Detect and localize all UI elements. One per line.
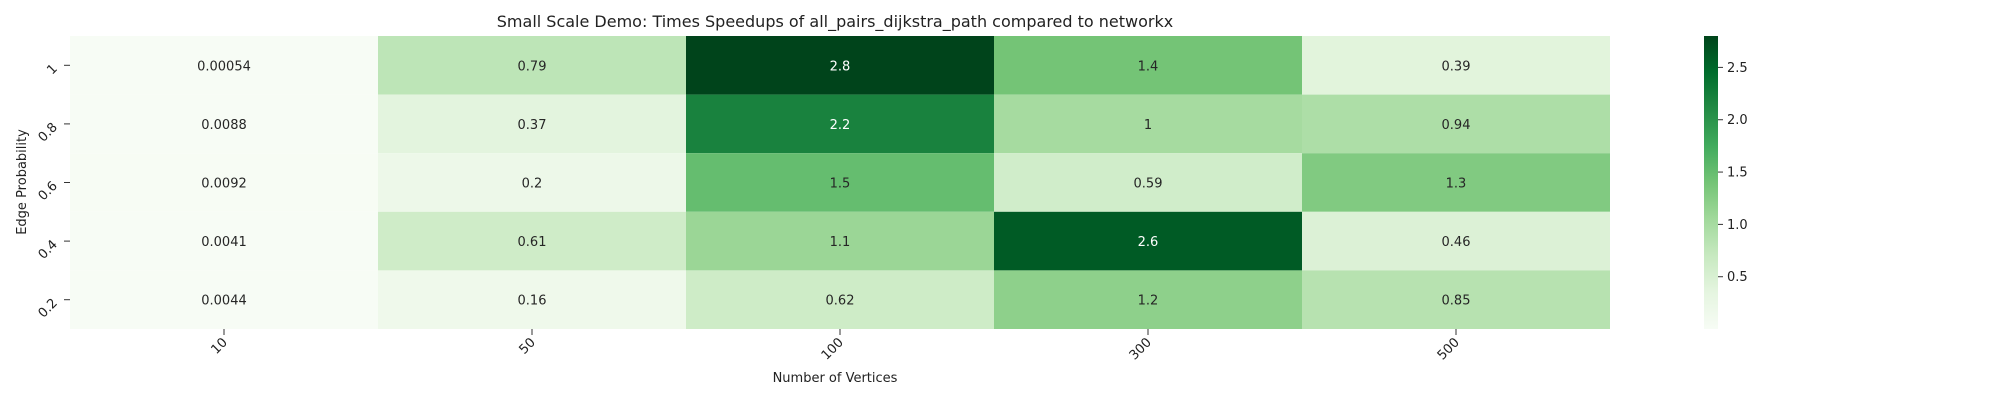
x-tick-label: 300 bbox=[1127, 335, 1155, 363]
heatmap-cell bbox=[70, 270, 378, 329]
cell-value-label: 1.2 bbox=[1138, 294, 1159, 309]
cell-value-label: 0.39 bbox=[1442, 59, 1471, 74]
cell-value-label: 0.61 bbox=[518, 235, 547, 250]
cell-value-label: 0.2 bbox=[522, 177, 543, 192]
x-tick-labels: 10 50 100 300 500 bbox=[209, 329, 1463, 363]
cell-value-label: 0.37 bbox=[518, 118, 547, 133]
heatmap-cell bbox=[686, 153, 994, 212]
heatmap-cell bbox=[1302, 36, 1610, 95]
heatmap-cell bbox=[686, 270, 994, 329]
cell-value-label: 0.79 bbox=[518, 59, 547, 74]
cell-value-label: 1.4 bbox=[1138, 59, 1159, 74]
heatmap-cell bbox=[378, 211, 686, 271]
heatmap-cell bbox=[378, 270, 686, 329]
heatmap-cell bbox=[1302, 153, 1610, 212]
cell-value-label: 1.3 bbox=[1446, 177, 1467, 192]
heatmap-cell bbox=[378, 94, 686, 154]
colorbar-tick-label: 2.0 bbox=[1727, 113, 1748, 128]
heatmap-cell bbox=[994, 211, 1302, 271]
x-tick-label: 50 bbox=[517, 335, 539, 357]
y-tick-label: 0.4 bbox=[36, 237, 61, 262]
colorbar-tick-label: 0.5 bbox=[1727, 270, 1748, 285]
heatmap-cell bbox=[686, 94, 994, 154]
colorbar-gradient bbox=[1704, 36, 1718, 329]
cell-value-label: 0.59 bbox=[1134, 177, 1163, 192]
heatmap-cell bbox=[994, 36, 1302, 95]
heatmap-cell bbox=[994, 270, 1302, 329]
chart-title: Small Scale Demo: Times Speedups of all_… bbox=[497, 12, 1173, 32]
heatmap-cell bbox=[686, 211, 994, 271]
x-tick-label: 100 bbox=[819, 335, 847, 363]
colorbar-tick-label: 2.5 bbox=[1727, 61, 1748, 76]
heatmap-cell bbox=[994, 94, 1302, 154]
cell-value-label: 0.85 bbox=[1442, 294, 1471, 309]
cell-value-label: 0.16 bbox=[518, 294, 547, 309]
y-tick-label: 0.6 bbox=[36, 179, 61, 204]
cell-value-label: 0.0044 bbox=[201, 294, 247, 309]
heatmap-cell bbox=[70, 36, 378, 95]
y-tick-label: 0.8 bbox=[36, 120, 61, 145]
heatmap-cell bbox=[686, 36, 994, 95]
cell-value-label: 0.46 bbox=[1442, 235, 1471, 250]
heatmap-cell bbox=[1302, 211, 1610, 271]
heatmap-cell bbox=[378, 36, 686, 95]
cell-value-label: 2.2 bbox=[830, 118, 851, 133]
heatmap-cell bbox=[70, 153, 378, 212]
heatmap-cell bbox=[70, 211, 378, 271]
cell-value-label: 1 bbox=[1144, 118, 1152, 133]
cell-value-label: 0.94 bbox=[1442, 118, 1471, 133]
y-tick-label: 0.2 bbox=[36, 296, 61, 321]
x-tick-label: 500 bbox=[1435, 335, 1463, 363]
heatmap-cells: 0.00054 0.79 2.8 1.4 0.39 0.0088 0.37 2.2 1 0.94 0… bbox=[70, 36, 1610, 329]
cell-value-label: 1.5 bbox=[830, 177, 851, 192]
colorbar: 0.5 1.0 1.5 2.0 2.5 bbox=[1704, 36, 1748, 329]
cell-value-label: 0.00054 bbox=[197, 59, 251, 74]
x-axis-label: Number of Vertices bbox=[773, 371, 898, 386]
y-tick-label: 1 bbox=[44, 62, 60, 78]
x-tick-label: 10 bbox=[209, 335, 231, 357]
colorbar-tick-label: 1.0 bbox=[1727, 218, 1748, 233]
cell-value-label: 0.0088 bbox=[201, 118, 247, 133]
cell-value-label: 0.62 bbox=[826, 294, 855, 309]
heatmap-cell bbox=[70, 94, 378, 154]
heatmap-cell bbox=[994, 153, 1302, 212]
heatmap-cell bbox=[1302, 270, 1610, 329]
cell-value-label: 1.1 bbox=[830, 235, 851, 250]
cell-value-label: 0.0041 bbox=[201, 235, 247, 250]
cell-value-label: 2.6 bbox=[1138, 235, 1159, 250]
y-tick-labels: 1 0.8 0.6 0.4 0.2 bbox=[36, 62, 70, 321]
y-axis-label: Edge Probability bbox=[15, 129, 30, 235]
heatmap-cell bbox=[1302, 94, 1610, 154]
cell-value-label: 0.0092 bbox=[201, 177, 247, 192]
colorbar-tick-label: 1.5 bbox=[1727, 166, 1748, 181]
heatmap-cell bbox=[378, 153, 686, 212]
cell-value-label: 2.8 bbox=[830, 59, 851, 74]
